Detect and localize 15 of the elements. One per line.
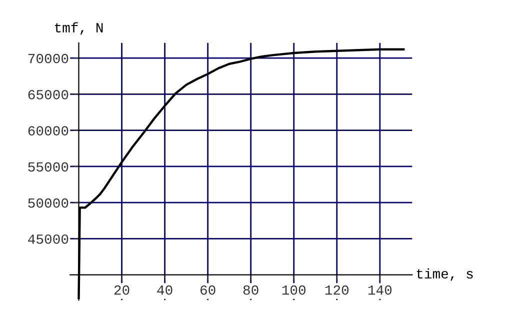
x-tick-label: 60 [200,285,216,295]
y-tick-label: 65000 [28,90,68,100]
x-tick-label: 140 [368,285,392,295]
y-axis-title: tmf, N [55,22,103,35]
y-tick-label: 70000 [28,54,68,64]
y-tick-label: 55000 [28,162,68,172]
x-tick-label: 20 [114,285,130,295]
x-tick-label: 40 [157,285,172,295]
x-axis-title: time, s [416,268,473,281]
x-tick-label: 80 [243,285,258,295]
y-tick-label: 45000 [28,234,68,244]
y-tick-label: 50000 [28,198,68,208]
x-tick-label: 100 [282,285,306,295]
x-tick-label: 120 [325,285,349,295]
y-tick-label: 60000 [28,126,68,136]
